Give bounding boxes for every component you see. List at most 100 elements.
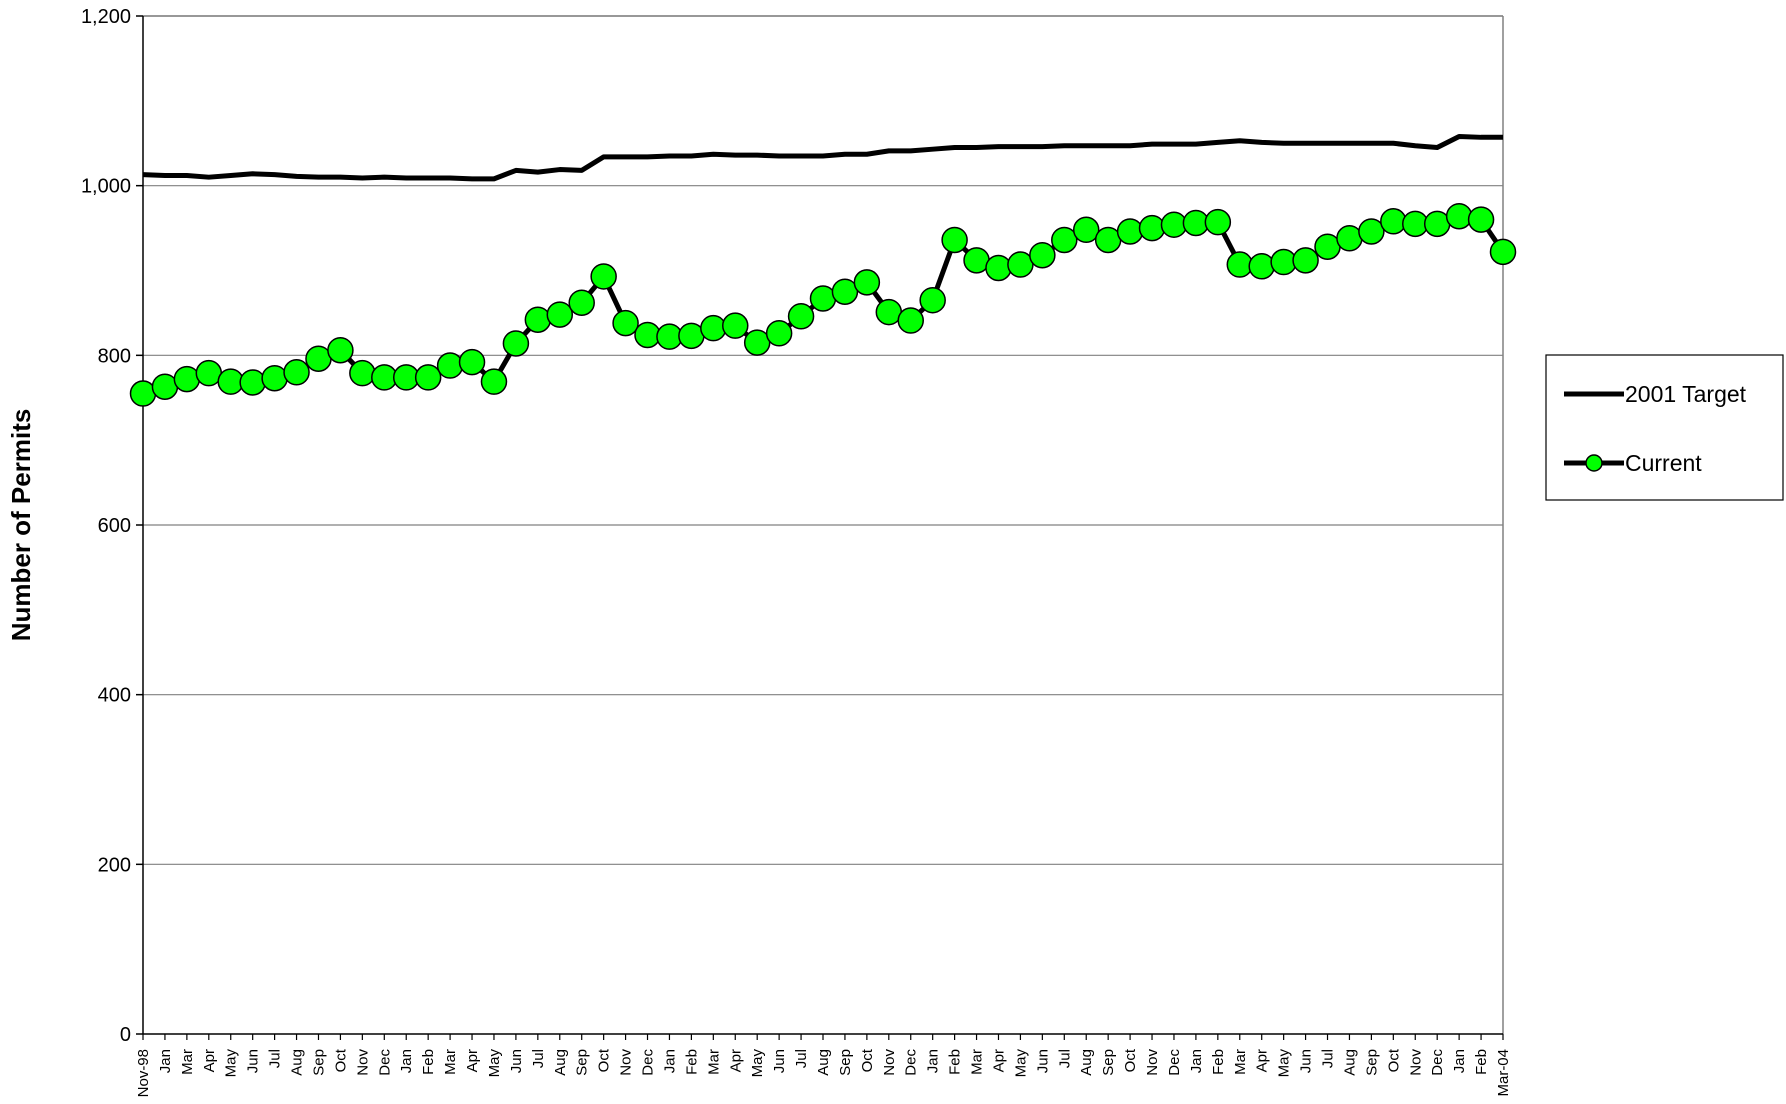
y-axis-label: Number of Permits — [6, 409, 36, 642]
y-tick-label: 800 — [98, 345, 131, 367]
data-point — [1467, 206, 1495, 233]
x-tick-label: Jun — [1034, 1049, 1051, 1073]
x-tick-label: Sep — [310, 1049, 327, 1076]
data-point — [1445, 202, 1473, 230]
x-tick-label: Nov-98 — [135, 1049, 152, 1097]
data-point — [436, 352, 464, 379]
data-point — [853, 269, 881, 296]
x-tick-label: Sep — [1363, 1049, 1380, 1076]
x-tick-label: Feb — [947, 1049, 964, 1075]
data-point — [787, 303, 815, 330]
y-tick-label: 200 — [98, 854, 131, 876]
x-tick-label: Aug — [1078, 1049, 1095, 1076]
x-tick-label: Dec — [903, 1049, 920, 1076]
x-tick-label: Jun — [1298, 1049, 1315, 1073]
x-tick-label: Mar — [705, 1049, 722, 1075]
x-tick-label: Jun — [245, 1049, 262, 1073]
x-tick-label: Mar — [1232, 1049, 1249, 1075]
x-tick-label: Apr — [990, 1049, 1007, 1072]
x-tick-label: Feb — [1210, 1049, 1227, 1075]
series-line — [142, 133, 1503, 182]
data-point — [1336, 225, 1363, 252]
x-tick-label: Jun — [508, 1049, 525, 1073]
x-tick-label: Nov — [1407, 1049, 1424, 1076]
x-tick-label: Aug — [552, 1049, 569, 1076]
y-tick-label: 1,000 — [81, 176, 131, 198]
data-point — [1226, 251, 1254, 278]
data-point — [919, 286, 946, 314]
x-tick-label: Sep — [574, 1049, 591, 1076]
data-point — [941, 226, 968, 254]
legend-label: 2001 Target — [1625, 381, 1747, 407]
data-point — [1007, 251, 1034, 278]
x-tick-label: Jan — [661, 1049, 678, 1073]
x-tick-label: Sep — [837, 1049, 854, 1076]
data-point — [1489, 238, 1517, 266]
data-point — [743, 329, 771, 356]
x-tick-label: Aug — [289, 1049, 306, 1076]
x-tick-label: Dec — [376, 1049, 393, 1076]
x-tick-label: Nov — [881, 1049, 898, 1076]
x-tick-label: Nov — [1144, 1049, 1161, 1076]
data-point — [1204, 208, 1232, 236]
x-tick-label: Mar — [969, 1049, 986, 1075]
x-tick-label: Aug — [1341, 1049, 1358, 1076]
x-tick-label: Jul — [1320, 1049, 1337, 1068]
data-point — [590, 263, 617, 290]
x-tick-label: May — [1276, 1049, 1293, 1078]
y-tick-label: 0 — [120, 1024, 131, 1046]
data-point — [985, 254, 1012, 282]
x-tick-label: Jul — [530, 1049, 547, 1068]
data-point — [524, 306, 552, 333]
data-point — [700, 314, 727, 342]
data-point — [1358, 218, 1385, 245]
data-point — [327, 336, 354, 364]
x-tick-label: Nov — [618, 1049, 635, 1076]
data-point — [1248, 253, 1275, 280]
x-tick-label: Apr — [1254, 1049, 1271, 1072]
x-tick-label: Apr — [727, 1049, 744, 1072]
x-tick-label: Feb — [683, 1049, 700, 1075]
data-point — [349, 359, 376, 387]
data-point — [129, 380, 157, 407]
data-point — [1051, 226, 1078, 254]
legend-label: Current — [1625, 450, 1702, 476]
data-point — [612, 309, 639, 337]
x-tick-label: May — [223, 1049, 240, 1078]
x-tick-label: Oct — [596, 1048, 613, 1072]
data-point — [809, 285, 837, 312]
data-point — [480, 368, 508, 395]
x-tick-label: Jul — [1056, 1049, 1073, 1068]
x-tick-label: Mar — [442, 1049, 459, 1075]
data-point — [502, 330, 530, 357]
data-point — [261, 364, 288, 392]
x-tick-label: Jun — [771, 1049, 788, 1073]
data-point — [1270, 248, 1297, 276]
x-tick-label: Apr — [464, 1049, 481, 1072]
x-tick-label: May — [749, 1049, 766, 1078]
x-tick-label: Dec — [640, 1049, 657, 1076]
data-point — [283, 359, 310, 386]
y-tick-label: 1,200 — [81, 6, 131, 28]
x-tick-label: May — [1012, 1049, 1029, 1078]
data-point — [1160, 211, 1188, 238]
x-tick-label: Dec — [1429, 1049, 1446, 1076]
legend-marker — [1585, 454, 1603, 472]
x-tick-label: Oct — [332, 1048, 349, 1072]
data-point — [1380, 208, 1407, 235]
data-point — [173, 365, 201, 393]
x-tick-label: Oct — [859, 1048, 876, 1072]
data-point — [722, 312, 749, 339]
x-tick-label: Jan — [1451, 1049, 1468, 1073]
data-point — [1292, 247, 1319, 274]
x-tick-label: Jan — [398, 1049, 415, 1073]
data-point — [568, 289, 595, 316]
data-point — [414, 364, 442, 391]
x-tick-label: Feb — [1473, 1049, 1490, 1075]
data-point — [634, 321, 661, 349]
x-tick-label: Dec — [1166, 1049, 1183, 1076]
x-tick-label: Sep — [1100, 1049, 1117, 1076]
x-tick-label: Feb — [420, 1049, 437, 1075]
x-tick-label: Oct — [1385, 1048, 1402, 1072]
data-point — [239, 369, 266, 396]
